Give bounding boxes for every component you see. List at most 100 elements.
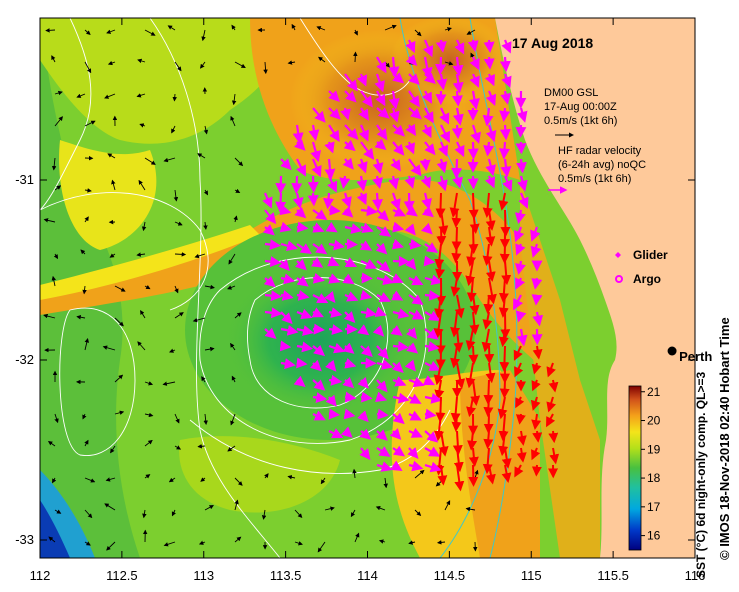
radar-arrow	[392, 392, 410, 404]
glider-label: Glider	[633, 248, 668, 262]
radar-arrow	[516, 328, 528, 347]
x-tick-label: 116	[685, 568, 706, 583]
radar-arrow	[376, 345, 389, 360]
radar-arrow	[532, 430, 543, 443]
radar-arrow	[498, 328, 509, 348]
radar-arrow	[486, 464, 496, 485]
perth-label: Perth	[679, 349, 712, 364]
colorbar-ramp	[628, 385, 642, 551]
model-legend-line1: DM00 GSL	[544, 87, 598, 99]
model-arrow	[227, 285, 236, 290]
radar-arrow	[312, 344, 326, 357]
model-arrow	[138, 179, 146, 191]
radar-arrow	[344, 73, 358, 92]
model-arrow	[263, 61, 268, 75]
radar-arrow	[376, 260, 391, 273]
radar-arrow	[465, 362, 476, 389]
model-arrow	[144, 29, 156, 36]
radar-arrow	[293, 375, 306, 387]
radar-arrow	[292, 124, 304, 144]
radar-arrow	[531, 362, 542, 375]
radar-arrow	[358, 107, 369, 121]
radar-arrow	[515, 413, 526, 425]
radar-arrow	[498, 413, 509, 442]
colorbar-tick-label: 19	[647, 442, 661, 456]
radar-arrow	[440, 124, 450, 143]
radar-arrow	[433, 362, 444, 386]
model-arrow	[54, 413, 59, 424]
radar-arrow	[465, 260, 476, 287]
model-arrow	[106, 541, 116, 551]
model-arrow	[137, 58, 146, 64]
model-arrow	[53, 253, 59, 260]
radar-arrow	[424, 310, 441, 322]
radar-arrow	[342, 376, 355, 389]
radar-arrow	[546, 396, 556, 413]
radar-arrow	[360, 222, 374, 233]
radar-arrow	[360, 391, 373, 403]
radar-arrow	[342, 273, 355, 285]
radar-arrow	[421, 90, 433, 104]
model-arrow	[54, 90, 63, 96]
y-tick-label: -31	[15, 172, 34, 187]
radar-arrow	[499, 124, 511, 141]
radar-arrow	[312, 392, 328, 403]
radar-arrow	[392, 255, 410, 267]
model-arrow	[82, 285, 87, 295]
radar-arrow	[437, 464, 448, 486]
model-arrow	[414, 509, 422, 517]
radar-arrow	[392, 124, 405, 137]
radar-arrow	[435, 56, 447, 76]
radar-arrow	[483, 396, 494, 418]
radar-arrow	[404, 175, 416, 189]
model-arrow	[234, 477, 243, 486]
model-arrow	[140, 310, 146, 319]
radar-arrow	[340, 107, 351, 121]
model-arrow	[234, 188, 241, 193]
radar-arrow	[437, 175, 448, 192]
radar-arrow	[501, 447, 512, 469]
model-arrow	[111, 179, 116, 191]
radar-arrow	[424, 289, 441, 301]
radar-arrow	[517, 175, 528, 192]
model-arrow	[174, 285, 179, 294]
radar-arrow	[405, 258, 417, 271]
radar-arrow	[328, 324, 344, 335]
radar-arrow	[360, 90, 373, 108]
radar-arrow	[514, 464, 524, 478]
model-arrow	[43, 313, 56, 319]
radar-arrow	[375, 242, 388, 255]
radar-arrow	[450, 277, 461, 297]
radar-arrow	[499, 56, 511, 73]
x-tick-label: 113	[193, 568, 214, 583]
model-arrow	[169, 348, 176, 353]
model-arrow	[200, 477, 206, 482]
radar-arrow	[421, 192, 432, 210]
radar-arrow	[280, 240, 299, 252]
model-arrow	[84, 439, 89, 447]
model-arrow	[76, 315, 86, 320]
model-arrow	[114, 410, 125, 415]
radar-arrow	[406, 327, 418, 340]
radar-arrow	[405, 205, 418, 217]
x-tick-label: 115	[521, 568, 542, 583]
radar-arrow	[514, 209, 526, 225]
radar-arrow	[483, 413, 494, 434]
radar-arrow	[424, 274, 443, 286]
radar-arrow	[392, 221, 405, 233]
radar-arrow	[500, 158, 512, 178]
radar-arrow	[499, 379, 510, 399]
radar-arrow	[450, 345, 460, 369]
radar-arrow	[391, 290, 404, 301]
radar-arrow	[376, 56, 387, 74]
radar-arrow	[515, 310, 527, 323]
model-arrow	[203, 413, 208, 426]
model-arrow	[408, 540, 416, 545]
radar-arrow	[280, 273, 296, 285]
model-arrow	[107, 60, 116, 66]
radar-arrow	[392, 412, 405, 425]
radar-arrow	[375, 90, 386, 107]
model-arrow	[231, 24, 236, 31]
radar-arrow	[437, 141, 449, 157]
radar-arrow	[424, 242, 439, 253]
